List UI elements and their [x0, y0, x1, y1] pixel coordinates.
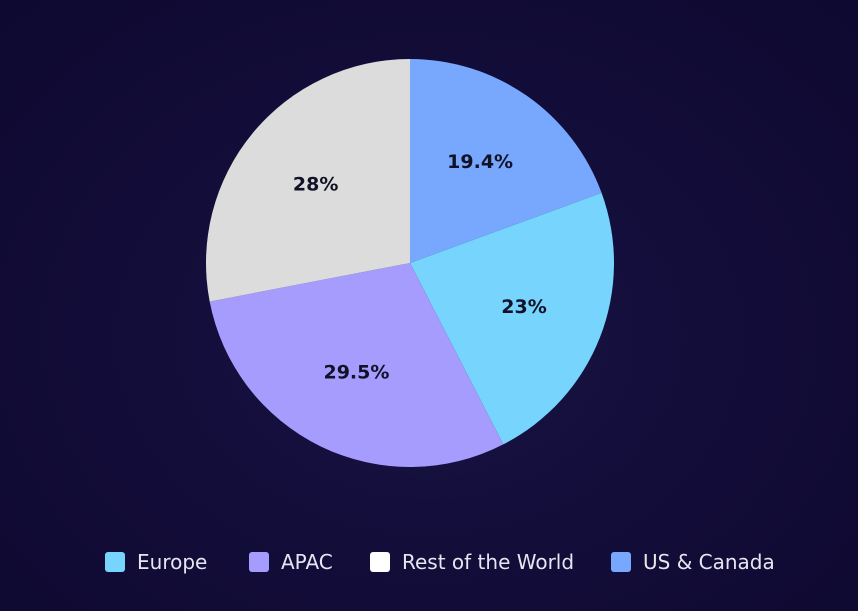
data-label-apac: 29.5%: [323, 362, 389, 384]
legend-item-apac: APAC: [249, 548, 333, 576]
pie-slices: [206, 59, 615, 467]
legend-swatch-rest-of-the-world: [370, 552, 390, 572]
data-label-us-canada: 19.4%: [447, 151, 513, 173]
data-label-europe: 23%: [501, 296, 546, 318]
pie-slice-apac: [209, 263, 504, 467]
legend-item-europe: Europe: [105, 548, 207, 576]
legend-swatch-apac: [249, 552, 269, 572]
legend-label-us-canada: US & Canada: [643, 550, 775, 574]
pie-slice-us-canada: [410, 59, 602, 263]
legend-item-rest-of-the-world: Rest of the World: [370, 548, 574, 576]
pie-slice-europe: [410, 192, 615, 445]
pie-chart: 19.4% 23% 29.5% 28%: [206, 59, 615, 467]
legend-swatch-us-canada: [611, 552, 631, 572]
data-label-rest-of-the-world: 28%: [293, 174, 338, 196]
pie-slice-rest-of-the-world: [206, 59, 410, 302]
legend-label-europe: Europe: [137, 550, 208, 574]
legend-label-apac: APAC: [281, 550, 333, 574]
legend-label-rest-of-the-world: Rest of the World: [402, 550, 575, 574]
legend: Europe APAC Rest of the World US & Canad…: [0, 540, 858, 584]
legend-item-us-canada: US & Canada: [611, 548, 775, 576]
pie-labels: 19.4% 23% 29.5% 28%: [293, 151, 547, 383]
legend-swatch-europe: [105, 552, 125, 572]
